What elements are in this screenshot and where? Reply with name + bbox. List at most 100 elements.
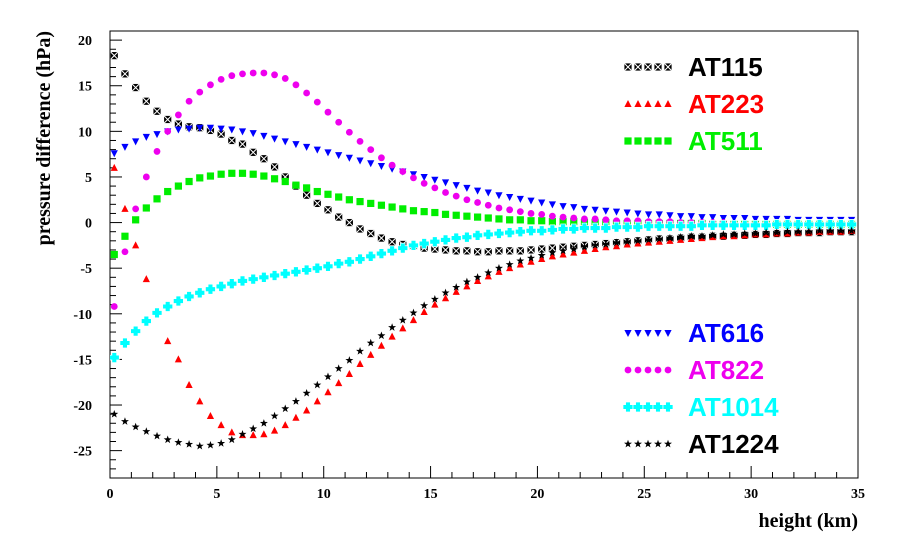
data-point — [408, 240, 419, 251]
data-point — [217, 421, 225, 429]
data-point — [601, 240, 610, 248]
x-tick-label: 10 — [317, 487, 331, 502]
legend-entry: AT822 — [624, 355, 764, 385]
data-point — [281, 404, 290, 413]
data-point — [301, 264, 312, 276]
data-point — [333, 258, 345, 269]
legend-entry: AT1014 — [622, 392, 779, 422]
data-point — [205, 283, 216, 295]
data-point — [238, 169, 247, 177]
data-point — [696, 219, 708, 231]
data-point — [356, 157, 364, 165]
data-point — [217, 170, 225, 178]
data-point — [452, 283, 461, 291]
x-tick-label: 30 — [744, 487, 758, 502]
data-point — [324, 190, 332, 198]
data-point — [431, 176, 439, 184]
data-markers — [110, 51, 857, 450]
legend-marker — [664, 63, 672, 71]
data-point — [207, 81, 214, 89]
data-point — [345, 128, 353, 136]
data-point — [538, 210, 546, 218]
legend-label: AT1014 — [688, 392, 779, 422]
data-point — [260, 172, 268, 180]
data-point — [142, 133, 150, 141]
data-point — [378, 154, 385, 162]
data-point — [548, 244, 557, 253]
data-point — [835, 219, 847, 230]
data-point — [119, 337, 131, 349]
data-point — [281, 421, 289, 429]
data-point — [643, 220, 654, 232]
data-point — [621, 221, 633, 233]
data-point — [271, 71, 278, 79]
data-point — [409, 316, 418, 324]
data-point — [495, 215, 503, 223]
data-point — [163, 435, 172, 444]
legend-marker — [664, 439, 672, 448]
data-point — [174, 355, 182, 363]
data-point — [772, 228, 781, 236]
data-point — [570, 218, 578, 226]
data-point — [537, 251, 546, 259]
data-point — [461, 231, 473, 243]
data-point — [783, 227, 792, 236]
data-point — [547, 224, 558, 236]
data-point — [762, 228, 771, 236]
y-tick-label: 20 — [78, 34, 92, 49]
data-point — [655, 237, 663, 245]
data-point — [303, 89, 311, 97]
data-point — [335, 152, 343, 160]
data-point — [580, 218, 589, 227]
data-point — [142, 97, 151, 106]
data-point — [376, 248, 387, 259]
data-point — [313, 199, 322, 208]
data-point — [270, 426, 279, 434]
data-point — [258, 271, 270, 283]
data-point — [525, 225, 537, 237]
data-point — [206, 124, 215, 132]
data-point — [173, 295, 184, 307]
data-point — [634, 210, 642, 218]
data-point — [196, 174, 204, 182]
data-point — [450, 232, 462, 244]
data-point — [653, 220, 665, 232]
data-point — [420, 307, 428, 315]
legend-marker — [654, 137, 662, 145]
data-point — [131, 83, 140, 92]
data-point — [538, 199, 546, 207]
data-point — [687, 232, 696, 240]
data-point — [538, 255, 546, 263]
data-point — [110, 51, 119, 60]
legend-marker — [642, 401, 654, 413]
data-point — [676, 232, 685, 241]
data-point — [685, 220, 697, 232]
data-point — [238, 430, 247, 438]
data-point — [505, 260, 514, 268]
data-point — [441, 179, 450, 187]
data-point — [386, 245, 398, 257]
data-point — [463, 212, 471, 220]
data-point — [345, 196, 353, 204]
data-point — [185, 125, 193, 133]
legend-entry: AT223 — [624, 89, 764, 119]
data-point — [698, 214, 706, 222]
data-point — [782, 219, 793, 230]
data-point — [367, 146, 375, 153]
legend-marker — [644, 63, 652, 71]
data-point — [313, 187, 321, 196]
data-point — [335, 193, 343, 201]
data-point — [452, 246, 461, 255]
data-point — [226, 278, 238, 290]
data-point — [217, 130, 226, 139]
legend-marker — [634, 63, 642, 71]
data-point — [354, 253, 366, 265]
data-point — [527, 197, 535, 205]
data-point — [420, 208, 428, 216]
data-point — [559, 218, 567, 226]
data-point — [292, 413, 300, 421]
legend-label: AT223 — [688, 89, 764, 119]
data-point — [121, 143, 129, 151]
